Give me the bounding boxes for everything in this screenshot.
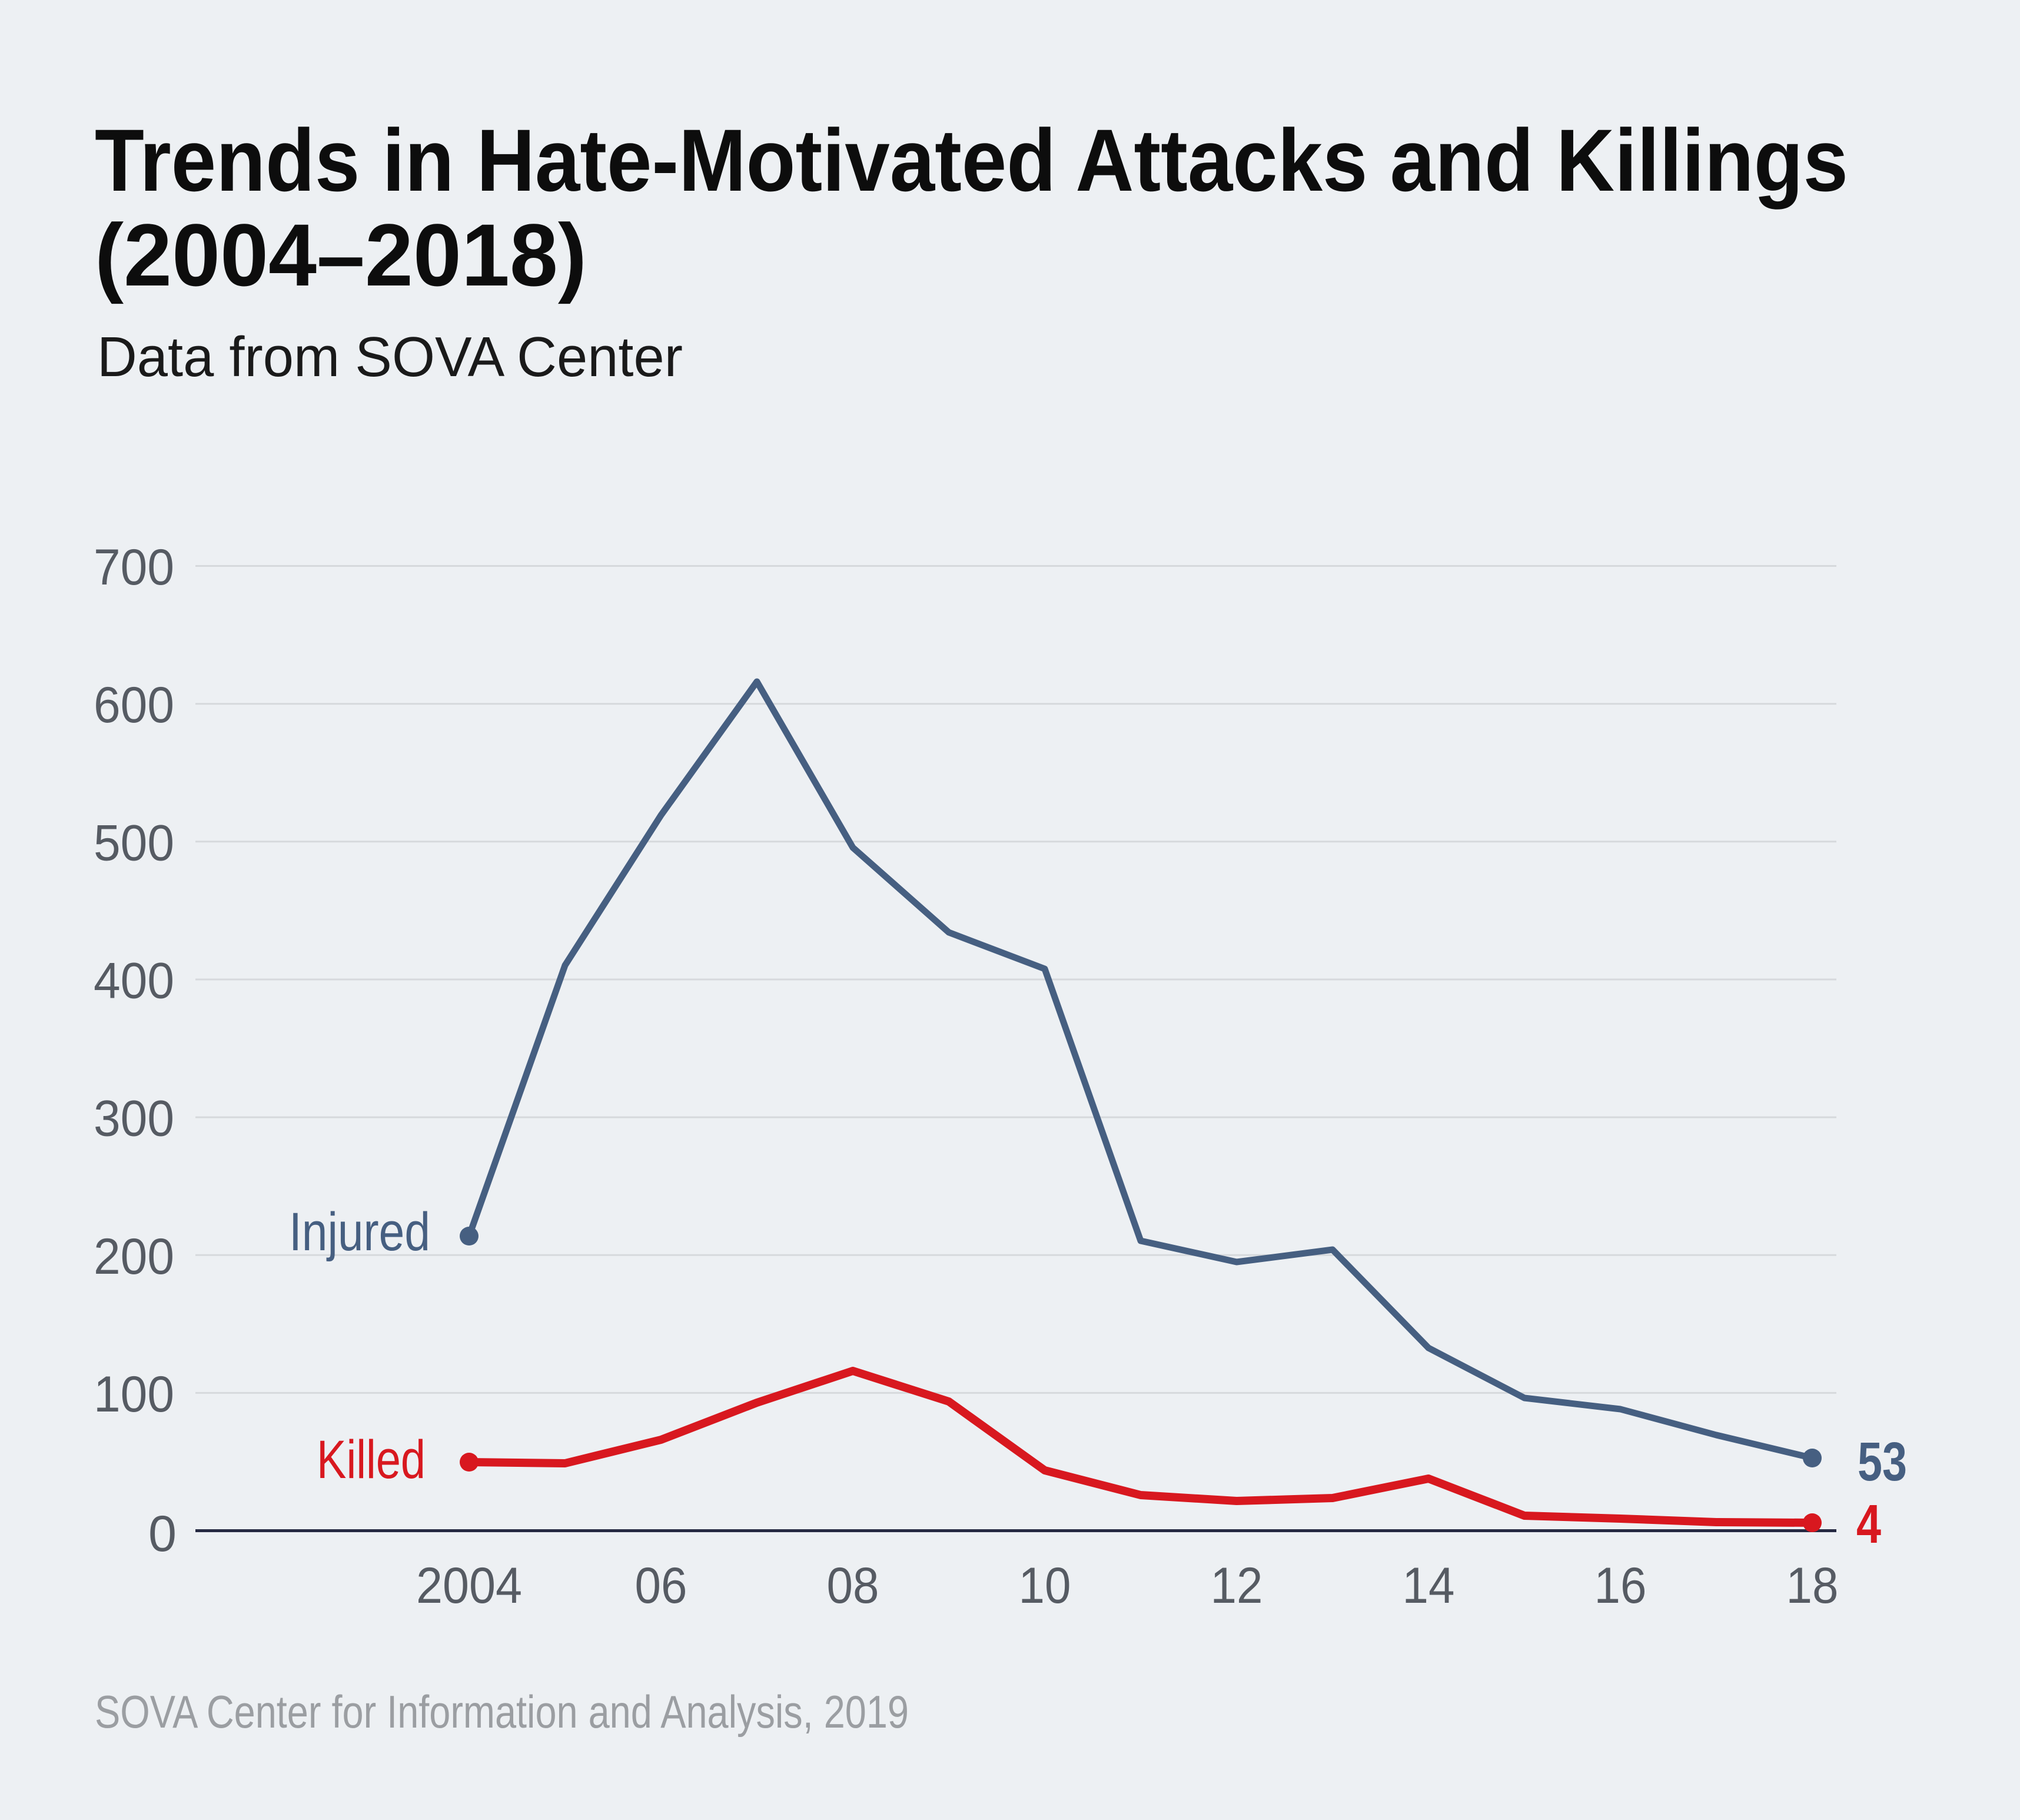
svg-text:14: 14 (1403, 1557, 1455, 1614)
svg-text:Data from SOVA Center: Data from SOVA Center (97, 326, 683, 388)
svg-text:2004: 2004 (416, 1557, 522, 1614)
svg-text:08: 08 (827, 1557, 879, 1614)
svg-text:400: 400 (94, 953, 174, 1009)
svg-text:600: 600 (94, 677, 174, 733)
svg-text:18: 18 (1786, 1557, 1839, 1614)
svg-text:10: 10 (1019, 1557, 1071, 1614)
svg-text:300: 300 (94, 1091, 174, 1147)
svg-text:500: 500 (94, 815, 174, 871)
svg-text:0: 0 (148, 1506, 177, 1562)
svg-text:Killed: Killed (317, 1430, 426, 1490)
svg-text:Trends in Hate-Motivated Attac: Trends in Hate-Motivated Attacks and Kil… (95, 111, 1848, 210)
svg-text:53: 53 (1858, 1431, 1907, 1492)
svg-text:16: 16 (1594, 1557, 1647, 1614)
svg-text:12: 12 (1211, 1557, 1263, 1614)
svg-text:06: 06 (635, 1557, 687, 1614)
svg-text:100: 100 (94, 1366, 174, 1423)
svg-text:SOVA Center for Information an: SOVA Center for Information and Analysis… (95, 1686, 909, 1738)
svg-text:200: 200 (94, 1228, 174, 1285)
svg-text:700: 700 (94, 539, 174, 596)
svg-text:4: 4 (1856, 1493, 1881, 1555)
svg-text:Injured: Injured (289, 1202, 430, 1262)
svg-text:(2004–2018): (2004–2018) (95, 205, 587, 304)
